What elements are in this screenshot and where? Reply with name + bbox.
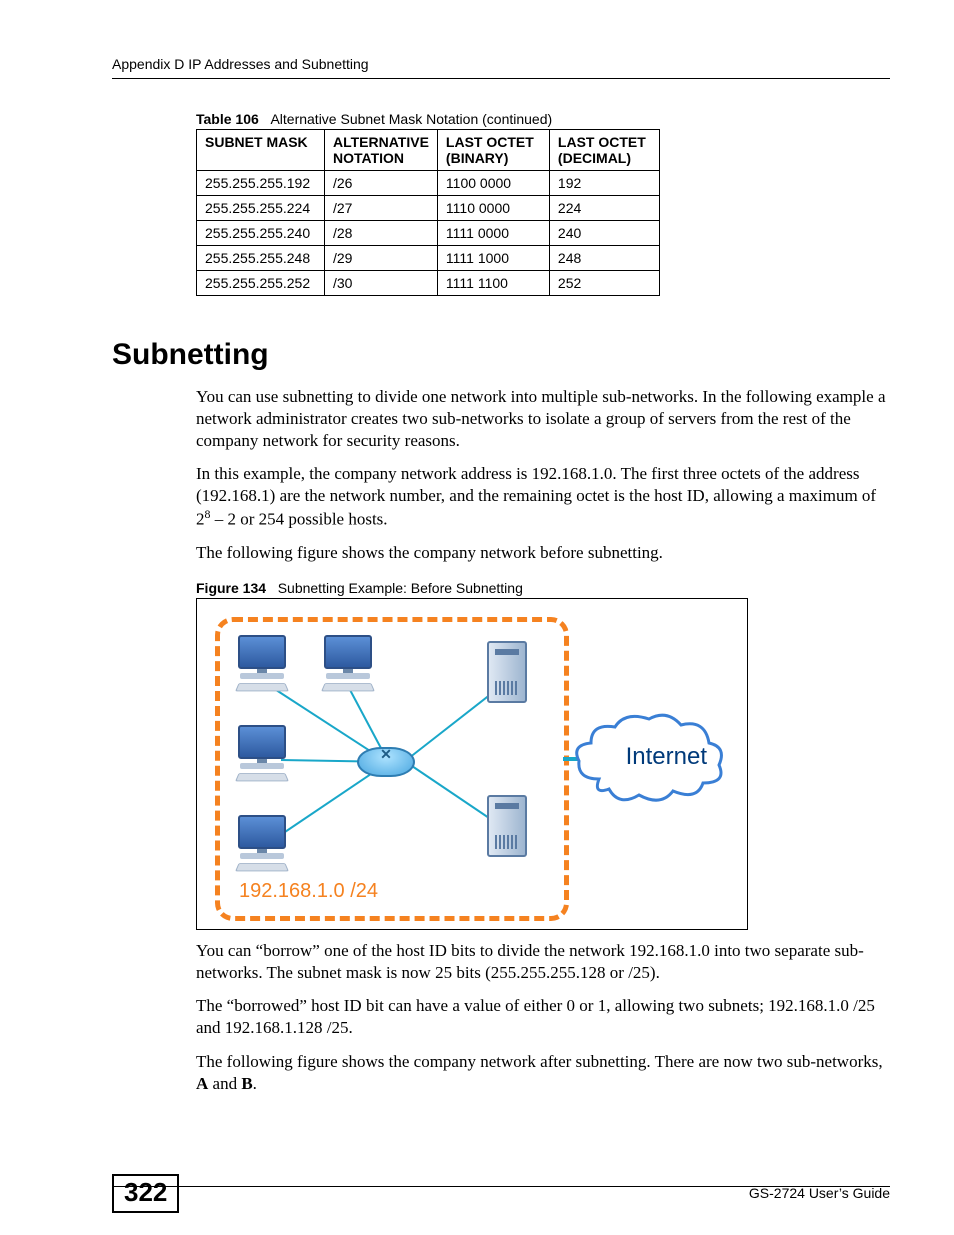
table-row: 255.255.255.252/301111 1100252 bbox=[197, 271, 660, 296]
table-caption: Table 106 Alternative Subnet Mask Notati… bbox=[196, 111, 890, 127]
body-text-after-figure: You can “borrow” one of the host ID bits… bbox=[196, 940, 890, 1095]
table-row: 255.255.255.240/281111 0000240 bbox=[197, 221, 660, 246]
table-header-cell: SUBNET MASK bbox=[197, 130, 325, 171]
internet-label: Internet bbox=[626, 743, 707, 771]
pc-icon bbox=[321, 635, 375, 691]
table-row: 255.255.255.192/261100 0000192 bbox=[197, 171, 660, 196]
table-cell: /27 bbox=[325, 196, 438, 221]
paragraph-2-post: – 2 or 254 possible hosts. bbox=[210, 509, 387, 528]
table-cell: /26 bbox=[325, 171, 438, 196]
table-caption-label: Table 106 bbox=[196, 111, 259, 127]
table-header-cell: LAST OCTET (BINARY) bbox=[437, 130, 549, 171]
table-cell: 248 bbox=[549, 246, 659, 271]
server-icon bbox=[487, 795, 527, 865]
table-header-cell: ALTERNATIVE NOTATION bbox=[325, 130, 438, 171]
figure-caption-label: Figure 134 bbox=[196, 580, 266, 596]
paragraph-3: The following figure shows the company n… bbox=[196, 542, 890, 564]
table-cell: 1110 0000 bbox=[437, 196, 549, 221]
table-header-row: SUBNET MASKALTERNATIVE NOTATIONLAST OCTE… bbox=[197, 130, 660, 171]
table-cell: /28 bbox=[325, 221, 438, 246]
table-caption-text: Alternative Subnet Mask Notation (contin… bbox=[270, 111, 552, 127]
pc-icon bbox=[235, 815, 289, 871]
table-cell: 192 bbox=[549, 171, 659, 196]
table-cell: 224 bbox=[549, 196, 659, 221]
figure-caption: Figure 134 Subnetting Example: Before Su… bbox=[196, 580, 890, 596]
table-cell: 1111 1100 bbox=[437, 271, 549, 296]
table-cell: 240 bbox=[549, 221, 659, 246]
table-cell: 255.255.255.224 bbox=[197, 196, 325, 221]
table-cell: 1100 0000 bbox=[437, 171, 549, 196]
table-cell: 255.255.255.192 bbox=[197, 171, 325, 196]
paragraph-6-mid: and bbox=[208, 1074, 241, 1093]
paragraph-5: The “borrowed” host ID bit can have a va… bbox=[196, 995, 890, 1039]
guide-title: GS-2724 User’s Guide bbox=[749, 1185, 890, 1201]
paragraph-2: In this example, the company network add… bbox=[196, 463, 890, 530]
page-number: 322 bbox=[112, 1174, 179, 1213]
pc-icon bbox=[235, 635, 289, 691]
table-cell: 252 bbox=[549, 271, 659, 296]
table-cell: 255.255.255.252 bbox=[197, 271, 325, 296]
paragraph-4: You can “borrow” one of the host ID bits… bbox=[196, 940, 890, 984]
section-heading: Subnetting bbox=[112, 338, 890, 372]
subnet-label: 192.168.1.0 /24 bbox=[239, 880, 378, 903]
table-header-cell: LAST OCTET (DECIMAL) bbox=[549, 130, 659, 171]
table-row: 255.255.255.224/271110 0000224 bbox=[197, 196, 660, 221]
table-cell: 255.255.255.240 bbox=[197, 221, 325, 246]
paragraph-6-post: . bbox=[253, 1074, 257, 1093]
figure-before-subnetting: 192.168.1.0 /24 Internet bbox=[196, 598, 748, 930]
table-cell: /29 bbox=[325, 246, 438, 271]
page: Appendix D IP Addresses and Subnetting T… bbox=[0, 0, 954, 1235]
running-header: Appendix D IP Addresses and Subnetting bbox=[112, 56, 890, 79]
table-cell: /30 bbox=[325, 271, 438, 296]
paragraph-6-a: A bbox=[196, 1074, 208, 1093]
table-cell: 1111 1000 bbox=[437, 246, 549, 271]
subnet-notation-table: SUBNET MASKALTERNATIVE NOTATIONLAST OCTE… bbox=[196, 129, 660, 296]
server-icon bbox=[487, 641, 527, 711]
table-row: 255.255.255.248/291111 1000248 bbox=[197, 246, 660, 271]
paragraph-6: The following figure shows the company n… bbox=[196, 1051, 890, 1095]
table-cell: 1111 0000 bbox=[437, 221, 549, 246]
paragraph-6-b: B bbox=[241, 1074, 252, 1093]
paragraph-6-pre: The following figure shows the company n… bbox=[196, 1052, 883, 1071]
table-cell: 255.255.255.248 bbox=[197, 246, 325, 271]
body-text: You can use subnetting to divide one net… bbox=[196, 386, 890, 564]
pc-icon bbox=[235, 725, 289, 781]
router-icon bbox=[357, 747, 415, 777]
figure-caption-text: Subnetting Example: Before Subnetting bbox=[278, 580, 523, 596]
paragraph-1: You can use subnetting to divide one net… bbox=[196, 386, 890, 451]
